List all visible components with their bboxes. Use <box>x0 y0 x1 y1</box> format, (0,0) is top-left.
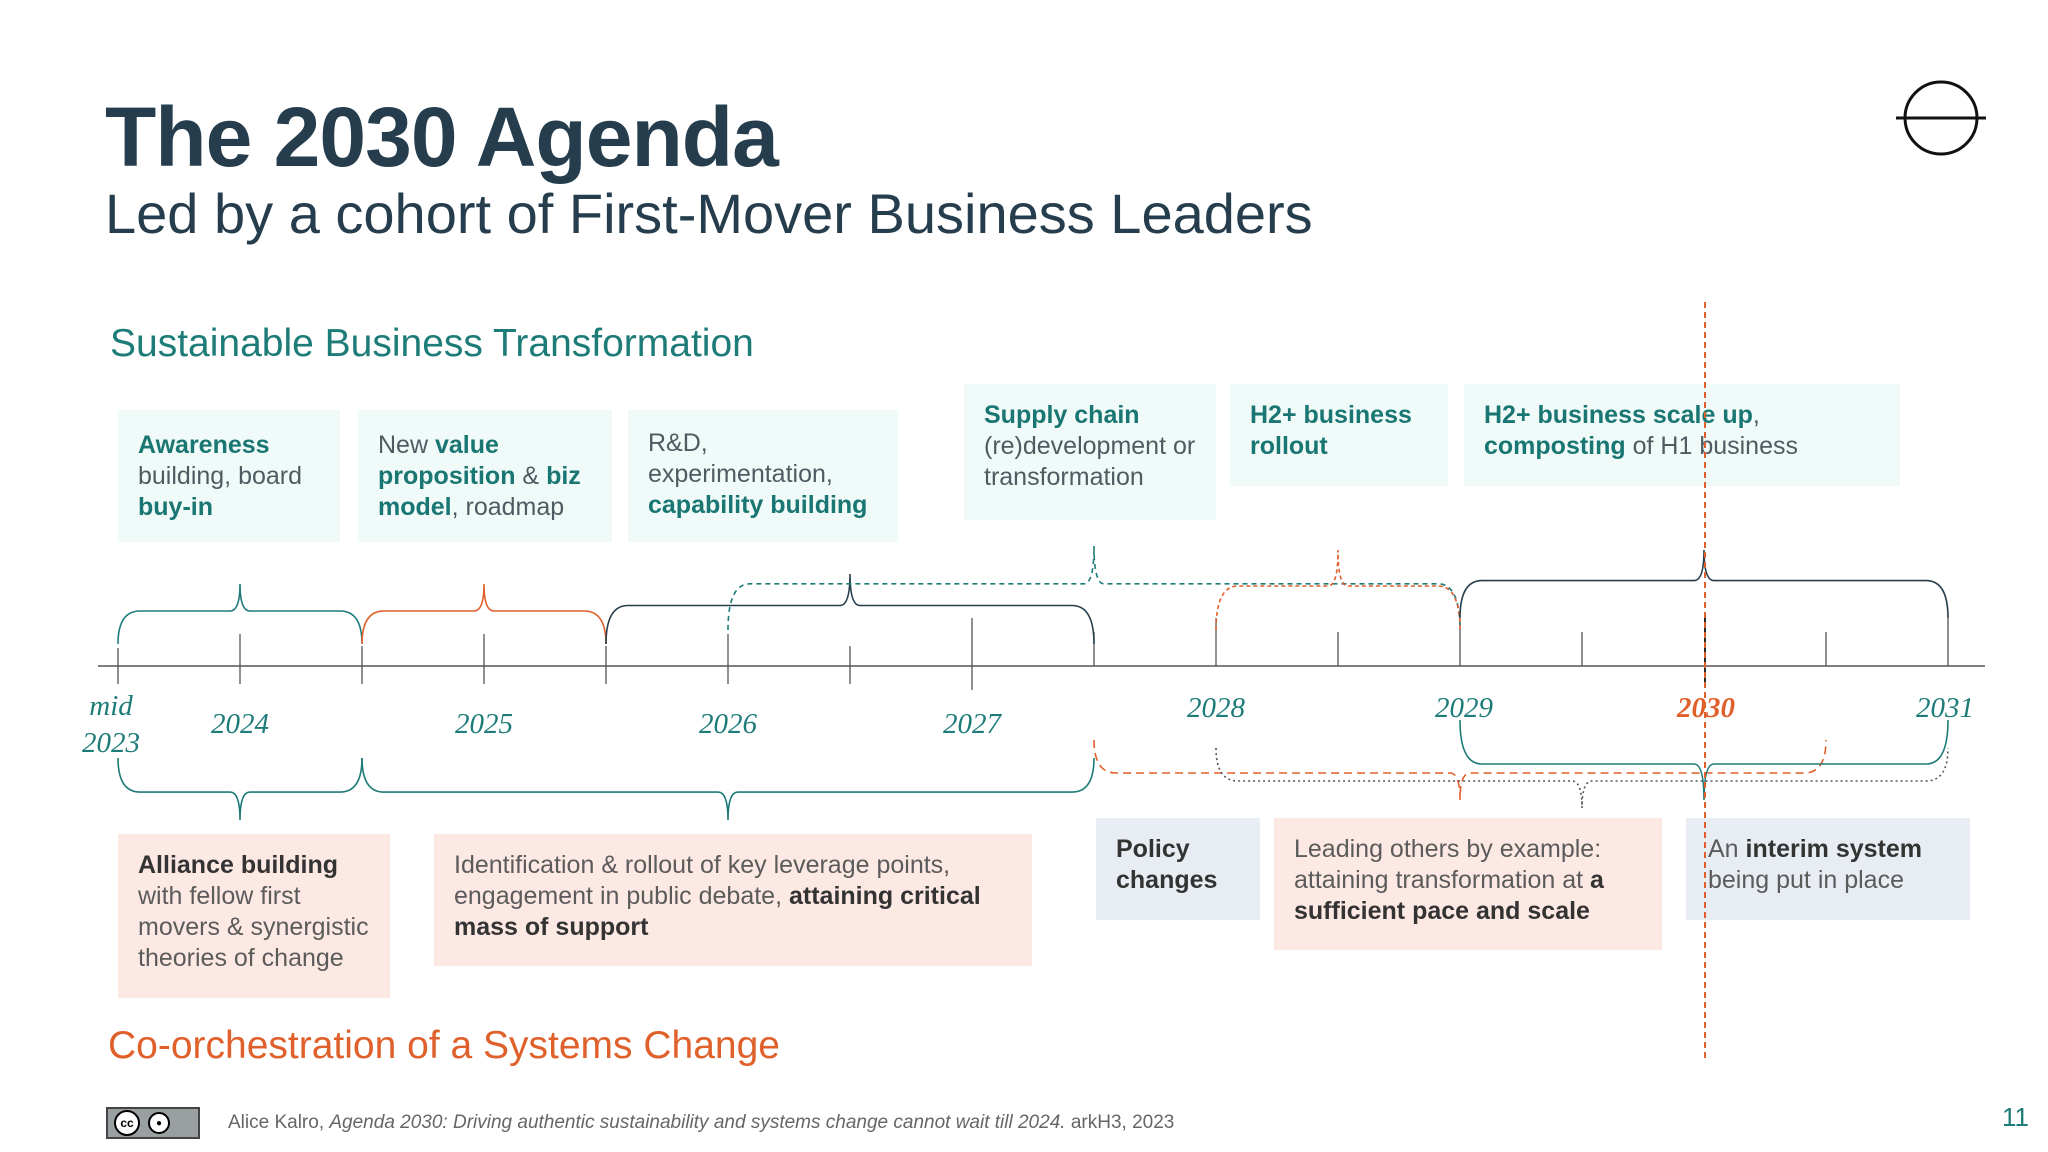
business-box-h2-rollout: H2+ business rollout <box>1230 384 1448 486</box>
box-text-run: a sufficient pace and scale <box>1294 866 1604 925</box>
year-label-2031: 2031 <box>1916 692 1974 724</box>
box-text-run: Policy changes <box>1116 835 1218 894</box>
page-title: The 2030 Agenda <box>105 90 779 184</box>
systems-box-policy: Policy changes <box>1096 818 1260 920</box>
year-label-mid-2023: mid 2023 <box>82 688 140 762</box>
cc-license-badge: cc ● <box>106 1107 200 1139</box>
page-number: 11 <box>2002 1102 2029 1132</box>
box-text-run: buy-in <box>138 493 213 521</box>
page-subtitle: Led by a cohort of First-Mover Business … <box>105 182 1313 245</box>
box-text-run: capability building <box>648 491 868 519</box>
business-box-awareness: Awareness building, board buy-in <box>118 410 340 542</box>
box-text-run: Alliance building <box>138 851 339 879</box>
box-text-run: An <box>1708 835 1746 863</box>
business-box-rnd: R&D, experimentation, capability buildin… <box>628 410 898 542</box>
year-label-2024: 2024 <box>211 708 269 740</box>
section-heading-systems: Co-orchestration of a Systems Change <box>108 1024 780 1067</box>
business-box-supply-chain: Supply chain (re)development or transfor… <box>964 384 1216 520</box>
brace-h2-scale-up <box>1459 549 1949 619</box>
brace-awareness <box>117 583 363 645</box>
box-text-run: being put in place <box>1708 866 1904 894</box>
citation-author: Alice Kalro, <box>228 1112 330 1133</box>
cc-icon: cc <box>114 1110 140 1136</box>
box-text-run: composting <box>1484 432 1626 460</box>
box-text-run: biz model <box>378 462 581 521</box>
box-text-run: H2+ business rollout <box>1250 401 1412 460</box>
box-text-run: attaining critical mass of support <box>454 882 981 941</box>
box-text-run: , roadmap <box>451 493 565 521</box>
business-box-h2-scale-up: H2+ business scale up, composting of H1 … <box>1464 384 1900 486</box>
box-text-run: & <box>515 462 547 490</box>
person-icon: ● <box>148 1112 170 1134</box>
box-text-run: R&D, experimentation, <box>648 429 833 488</box>
citation-publisher: arkH3, 2023 <box>1065 1112 1175 1133</box>
box-text-run: , <box>1752 401 1760 429</box>
box-text-run: Supply chain <box>984 401 1140 429</box>
citation-work: Agenda 2030: Driving authentic sustainab… <box>329 1112 1066 1133</box>
brace-leading-by-example <box>1215 747 1949 809</box>
year-label-text: mid <box>89 690 133 722</box>
brace-value-proposition <box>361 583 607 645</box>
systems-box-leverage-points: Identification & rollout of key leverage… <box>434 834 1032 966</box>
brace-h2-rollout <box>1215 549 1461 631</box>
systems-box-alliance: Alliance building with fellow first move… <box>118 834 390 998</box>
brace-leverage-points <box>361 757 1095 821</box>
citation-footer: Alice Kalro, Agenda 2030: Driving authen… <box>228 1113 1174 1132</box>
systems-box-leading-by-example: Leading others by example: attaining tra… <box>1274 818 1662 950</box>
brand-logo-icon <box>1896 80 1986 156</box>
brace-supply-chain <box>727 545 1461 631</box>
brace-alliance <box>117 757 363 821</box>
box-text-run: interim system <box>1745 835 1922 863</box>
box-text-run: H2+ business scale up <box>1484 401 1753 429</box>
box-text-run: Awareness <box>138 431 270 459</box>
box-text-run: (re)development or transformation <box>984 432 1196 491</box>
year-label-2026: 2026 <box>699 708 757 740</box>
section-heading-business: Sustainable Business Transformation <box>110 322 754 365</box>
brace-interim-system <box>1459 719 1949 801</box>
year-label-text: 2023 <box>82 727 140 759</box>
year-label-2025: 2025 <box>455 708 513 740</box>
brace-rnd <box>605 573 1095 645</box>
year-label-2027: 2027 <box>943 708 1001 740</box>
year-label-2028: 2028 <box>1187 692 1245 724</box>
business-box-value-proposition: New value proposition & biz model, roadm… <box>358 410 612 542</box>
box-text-run: with fellow first movers & synergistic t… <box>138 882 369 972</box>
box-text-run: value proposition <box>378 431 516 490</box>
box-text-run: Leading others by example: attaining tra… <box>1294 835 1602 894</box>
brace-policy <box>1093 739 1827 801</box>
box-text-run: Identification & rollout of key leverage… <box>454 851 951 910</box>
year-label-2029: 2029 <box>1435 692 1493 724</box>
box-text-run: building, board <box>138 462 303 490</box>
box-text-run: New <box>378 431 435 459</box>
box-text-run: of H1 business <box>1625 432 1798 460</box>
systems-box-interim-system: An interim system being put in place <box>1686 818 1970 920</box>
